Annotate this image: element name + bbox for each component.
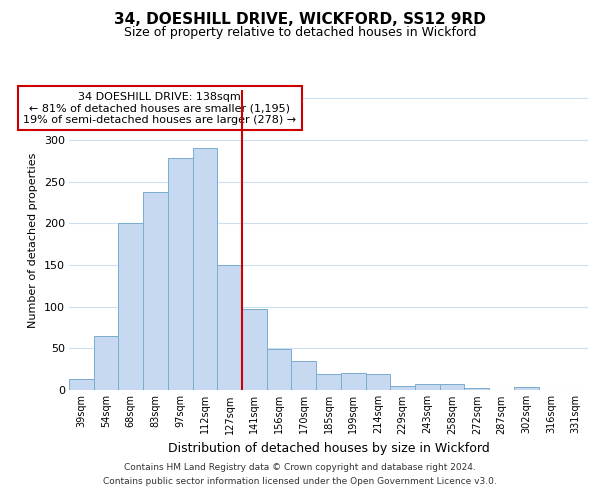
Bar xyxy=(69,379,94,390)
X-axis label: Distribution of detached houses by size in Wickford: Distribution of detached houses by size … xyxy=(167,442,490,455)
Text: Contains public sector information licensed under the Open Government Licence v3: Contains public sector information licen… xyxy=(103,478,497,486)
Y-axis label: Number of detached properties: Number of detached properties xyxy=(28,152,38,328)
Text: 34, DOESHILL DRIVE, WICKFORD, SS12 9RD: 34, DOESHILL DRIVE, WICKFORD, SS12 9RD xyxy=(114,12,486,28)
Bar xyxy=(440,384,464,390)
Bar xyxy=(168,158,193,390)
Bar xyxy=(193,148,217,390)
Bar xyxy=(365,374,390,390)
Bar xyxy=(341,374,365,390)
Text: 34 DOESHILL DRIVE: 138sqm
← 81% of detached houses are smaller (1,195)
19% of se: 34 DOESHILL DRIVE: 138sqm ← 81% of detac… xyxy=(23,92,296,124)
Bar xyxy=(464,388,489,390)
Bar xyxy=(390,386,415,390)
Text: Contains HM Land Registry data © Crown copyright and database right 2024.: Contains HM Land Registry data © Crown c… xyxy=(124,462,476,471)
Text: Size of property relative to detached houses in Wickford: Size of property relative to detached ho… xyxy=(124,26,476,39)
Bar xyxy=(217,265,242,390)
Bar xyxy=(415,384,440,390)
Bar xyxy=(292,361,316,390)
Bar xyxy=(94,336,118,390)
Bar xyxy=(143,192,168,390)
Bar xyxy=(267,349,292,390)
Bar xyxy=(316,374,341,390)
Bar xyxy=(242,309,267,390)
Bar xyxy=(514,386,539,390)
Bar xyxy=(118,224,143,390)
